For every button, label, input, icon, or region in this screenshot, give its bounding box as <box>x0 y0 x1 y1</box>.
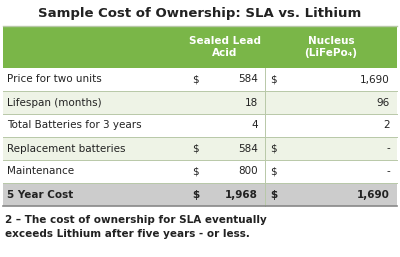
Text: 584: 584 <box>238 75 258 85</box>
Text: $: $ <box>270 75 277 85</box>
Bar <box>3 91 397 114</box>
Text: Total Batteries for 3 years: Total Batteries for 3 years <box>7 121 142 131</box>
Text: 96: 96 <box>377 97 390 107</box>
Text: Sample Cost of Ownership: SLA vs. Lithium: Sample Cost of Ownership: SLA vs. Lithiu… <box>38 7 362 21</box>
Text: Price for two units: Price for two units <box>7 75 102 85</box>
Bar <box>3 114 397 137</box>
Text: Lifespan (months): Lifespan (months) <box>7 97 102 107</box>
Text: 584: 584 <box>238 143 258 153</box>
Text: -: - <box>386 167 390 177</box>
Text: $: $ <box>270 167 277 177</box>
Bar <box>3 183 397 206</box>
Text: $: $ <box>192 189 199 199</box>
Bar <box>3 137 397 160</box>
Text: 1,690: 1,690 <box>357 189 390 199</box>
Text: $: $ <box>192 75 199 85</box>
Text: $: $ <box>270 189 277 199</box>
Text: Sealed Lead
Acid: Sealed Lead Acid <box>189 36 261 58</box>
Text: Nucleus
(LiFePo₄): Nucleus (LiFePo₄) <box>304 36 358 58</box>
Text: 1,690: 1,690 <box>360 75 390 85</box>
Text: 2: 2 <box>383 121 390 131</box>
Text: 5 Year Cost: 5 Year Cost <box>7 189 73 199</box>
Text: 1,968: 1,968 <box>225 189 258 199</box>
Text: 4: 4 <box>251 121 258 131</box>
Text: 2 – The cost of ownership for SLA eventually
exceeds Lithium after five years - : 2 – The cost of ownership for SLA eventu… <box>5 215 267 239</box>
Text: $: $ <box>270 143 277 153</box>
Text: -: - <box>386 143 390 153</box>
Bar <box>3 26 397 68</box>
Text: $: $ <box>192 167 199 177</box>
Text: $: $ <box>192 143 199 153</box>
Text: 18: 18 <box>245 97 258 107</box>
Text: 800: 800 <box>238 167 258 177</box>
Bar <box>3 160 397 183</box>
Text: Maintenance: Maintenance <box>7 167 74 177</box>
Text: Replacement batteries: Replacement batteries <box>7 143 126 153</box>
Bar <box>3 68 397 91</box>
